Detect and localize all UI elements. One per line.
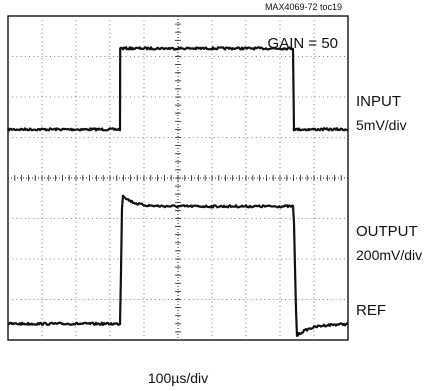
series-scale-input: 5mV/div [356,117,407,133]
series-label-input: INPUT [356,93,401,110]
series-label-output: OUTPUT [356,223,418,240]
reference-label: REF [356,302,386,319]
gain-annotation: GAIN = 50 [268,35,338,52]
x-axis-label: 100µs/div [148,370,208,386]
graticule [7,15,349,341]
figure-id-label: MAX4069-72 toc19 [265,2,342,12]
traces [7,46,349,337]
trace-output [7,194,349,337]
trace-input [7,46,349,132]
series-scale-output: 200mV/div [356,247,422,263]
